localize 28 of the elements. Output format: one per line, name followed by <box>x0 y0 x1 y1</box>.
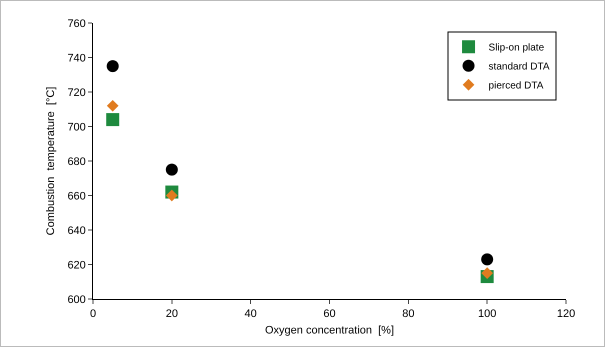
y-tick-label: 640 <box>67 224 86 237</box>
point <box>106 100 119 112</box>
y-axis-title: Combustion temperature [°C] <box>45 86 58 236</box>
x-tick-label: 80 <box>402 308 414 320</box>
point <box>166 164 178 176</box>
y-tick-label: 740 <box>67 52 86 64</box>
x-tick-label: 100 <box>478 308 496 320</box>
y-tick-label: 620 <box>67 259 86 272</box>
y-tick-label: 600 <box>67 294 86 306</box>
point <box>106 113 120 126</box>
legend-label: pierced DTA <box>488 80 544 92</box>
y-tick-label: 680 <box>67 156 86 168</box>
x-tick-label: 20 <box>166 308 178 320</box>
x-tick-label: 0 <box>90 308 96 320</box>
y-tick-label: 760 <box>67 18 86 30</box>
x-tick-label: 120 <box>556 308 576 320</box>
y-tick-label: 720 <box>67 86 86 99</box>
point <box>106 60 119 72</box>
y-tick-label: 700 <box>67 121 86 134</box>
x-tick-label: 60 <box>323 308 336 320</box>
point <box>481 253 494 266</box>
point <box>166 190 178 202</box>
y-tick-label: 660 <box>67 190 86 202</box>
point <box>481 267 494 279</box>
legend-label: standard DTA <box>488 62 550 73</box>
x-axis-title: Oxygen concentration [%] <box>264 324 394 336</box>
legend-label: Slip-on plate <box>488 42 545 54</box>
x-tick-label: 40 <box>244 308 257 320</box>
